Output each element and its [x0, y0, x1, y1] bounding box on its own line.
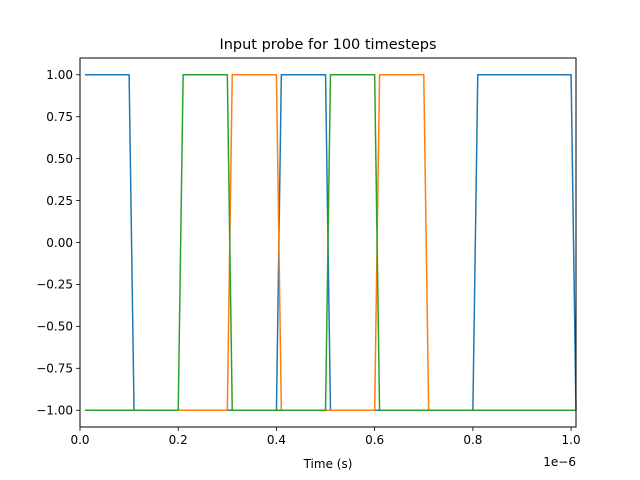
y-tick-label: −0.50: [36, 320, 73, 334]
x-tick-label: 0.2: [169, 433, 188, 447]
x-offset-text: 1e−6: [543, 455, 576, 469]
x-tick-label: 0.4: [267, 433, 286, 447]
y-tick-label: −1.00: [36, 404, 73, 418]
y-tick-label: 0.50: [46, 152, 73, 166]
x-axis: 0.0 0.2 0.4 0.6 0.8 1.0: [70, 427, 581, 447]
y-axis: −1.00 −0.75 −0.50 −0.25 0.00 0.25 0.50 0.75 1.00: [36, 68, 80, 418]
series-line-1: [84, 74, 577, 411]
y-tick-label: 0.75: [46, 110, 73, 124]
y-tick-label: 0.00: [46, 236, 73, 250]
series-layer: [84, 74, 577, 411]
x-tick-label: 0.8: [463, 433, 482, 447]
y-tick-label: −0.75: [36, 362, 73, 376]
y-tick-label: −0.25: [36, 278, 73, 292]
x-tick-label: 0.0: [70, 433, 89, 447]
x-tick-label: 1.0: [562, 433, 581, 447]
x-tick-label: 0.6: [365, 433, 384, 447]
y-tick-label: 0.25: [46, 194, 73, 208]
y-tick-label: 1.00: [46, 68, 73, 82]
chart-title: Input probe for 100 timesteps: [219, 37, 436, 53]
series-line-3: [84, 74, 576, 411]
x-axis-label: Time (s): [303, 457, 353, 471]
